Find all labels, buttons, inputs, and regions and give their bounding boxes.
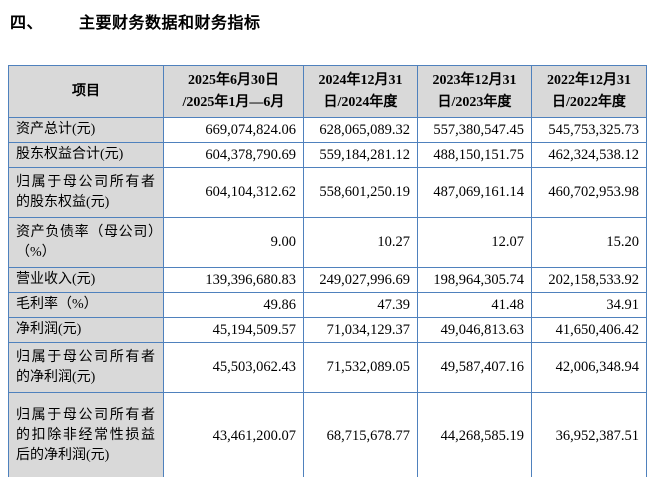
table-row: 营业收入(元) 139,396,680.83 249,027,996.69 198,9… (8, 267, 647, 293)
cell-value: 10.27 (303, 217, 418, 268)
cell-value: 462,324,538.12 (531, 142, 647, 168)
row-label: 归属于母公司所有者的净利润(元) (8, 342, 164, 393)
table-row: 股东权益合计(元) 604,378,790.69 559,184,281.12 488… (8, 142, 647, 168)
row-label: 归属于母公司所有者的扣除非经常性损益后的净利润(元) (8, 392, 164, 477)
cell-value: 460,702,953.98 (531, 167, 647, 218)
cell-value: 202,158,533.92 (531, 267, 647, 293)
row-label: 资产负债率（母公司）（%） (8, 217, 164, 268)
cell-value: 36,952,387.51 (531, 392, 647, 477)
cell-value: 669,074,824.06 (163, 117, 304, 143)
row-label: 归属于母公司所有者的股东权益(元) (8, 167, 164, 218)
cell-value: 487,069,161.14 (417, 167, 532, 218)
column-header-1: 2025年6月30日 /2025年1月—6月 (163, 65, 304, 118)
table-body: 资产总计(元) 669,074,824.06 628,065,089.32 557,3… (8, 117, 647, 477)
row-label: 股东权益合计(元) (8, 142, 164, 168)
table-row: 归属于母公司所有者的净利润(元) 45,503,062.43 71,532,089.… (8, 342, 647, 393)
cell-value: 604,104,312.62 (163, 167, 304, 218)
table-row: 归属于母公司所有者的股东权益(元) 604,104,312.62 558,601,2… (8, 167, 647, 218)
cell-value: 45,503,062.43 (163, 342, 304, 393)
row-label: 资产总计(元) (8, 117, 164, 143)
cell-value: 557,380,547.45 (417, 117, 532, 143)
cell-value: 71,034,129.37 (303, 317, 418, 343)
cell-value: 45,194,509.57 (163, 317, 304, 343)
cell-value: 34.91 (531, 292, 647, 318)
cell-value: 41,650,406.42 (531, 317, 647, 343)
row-label: 营业收入(元) (8, 267, 164, 293)
cell-value: 12.07 (417, 217, 532, 268)
section-heading: 四、 主要财务数据和财务指标 (10, 9, 261, 33)
cell-value: 68,715,678.77 (303, 392, 418, 477)
cell-value: 49,046,813.63 (417, 317, 532, 343)
column-header-4: 2022年12月31 日/2022年度 (531, 65, 647, 118)
cell-value: 559,184,281.12 (303, 142, 418, 168)
financial-table: 项目 2025年6月30日 /2025年1月—6月 2024年12月31 日/202… (8, 65, 647, 477)
cell-value: 628,065,089.32 (303, 117, 418, 143)
table-row: 毛利率（%） 49.86 47.39 41.48 34.91 (8, 292, 647, 318)
cell-value: 545,753,325.73 (531, 117, 647, 143)
section-title: 主要财务数据和财务指标 (79, 15, 261, 32)
cell-value: 41.48 (417, 292, 532, 318)
cell-value: 44,268,585.19 (417, 392, 532, 477)
column-header-3: 2023年12月31 日/2023年度 (417, 65, 532, 118)
row-label: 净利润(元) (8, 317, 164, 343)
cell-value: 15.20 (531, 217, 647, 268)
cell-value: 47.39 (303, 292, 418, 318)
cell-value: 139,396,680.83 (163, 267, 304, 293)
cell-value: 249,027,996.69 (303, 267, 418, 293)
cell-value: 604,378,790.69 (163, 142, 304, 168)
table-row: 资产负债率（母公司）（%） 9.00 10.27 12.07 15.20 (8, 217, 647, 268)
column-header-2: 2024年12月31 日/2024年度 (303, 65, 418, 118)
cell-value: 71,532,089.05 (303, 342, 418, 393)
cell-value: 558,601,250.19 (303, 167, 418, 218)
table-header-row: 项目 2025年6月30日 /2025年1月—6月 2024年12月31 日/202… (8, 65, 647, 118)
table-row: 资产总计(元) 669,074,824.06 628,065,089.32 557,3… (8, 117, 647, 143)
section-number: 四、 (10, 15, 44, 32)
cell-value: 43,461,200.07 (163, 392, 304, 477)
cell-value: 198,964,305.74 (417, 267, 532, 293)
table-row: 净利润(元) 45,194,509.57 71,034,129.37 49,046,8… (8, 317, 647, 343)
cell-value: 9.00 (163, 217, 304, 268)
table-row: 归属于母公司所有者的扣除非经常性损益后的净利润(元) 43,461,200.07 6… (8, 392, 647, 477)
cell-value: 49.86 (163, 292, 304, 318)
cell-value: 488,150,151.75 (417, 142, 532, 168)
row-label: 毛利率（%） (8, 292, 164, 318)
column-header-0: 项目 (8, 65, 164, 118)
cell-value: 42,006,348.94 (531, 342, 647, 393)
cell-value: 49,587,407.16 (417, 342, 532, 393)
